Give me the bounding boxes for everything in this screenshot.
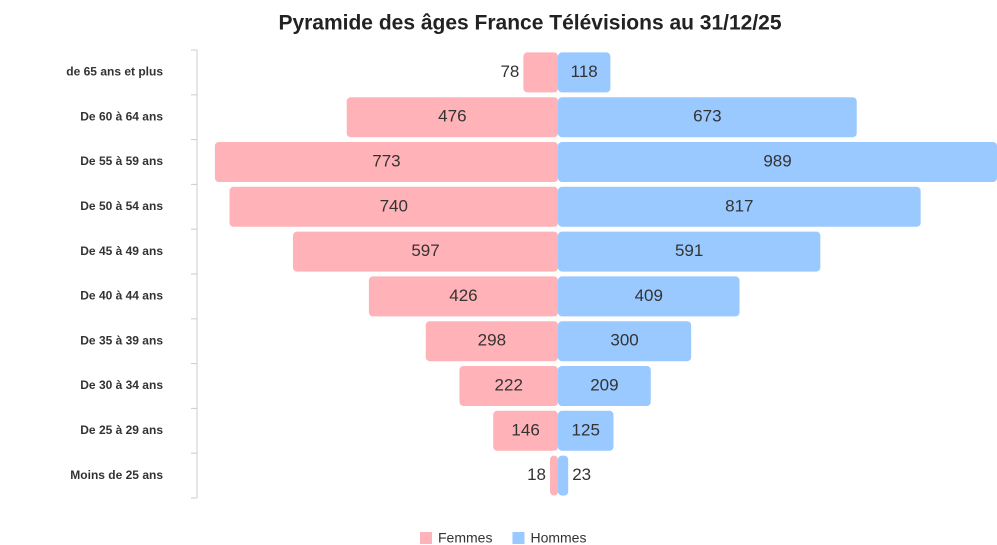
bar — [229, 186, 558, 227]
data-label: 426 — [449, 286, 477, 305]
bar — [558, 276, 740, 317]
bar — [558, 455, 569, 496]
bar — [558, 52, 611, 93]
bar — [558, 142, 997, 182]
data-label: 18 — [527, 465, 546, 484]
bar — [346, 97, 558, 138]
bar — [459, 366, 558, 406]
y-tick-label: De 55 à 59 ans — [80, 154, 163, 168]
y-tick-label: Moins de 25 ans — [70, 468, 163, 482]
data-label: 673 — [693, 107, 721, 126]
bar — [293, 231, 558, 272]
bar — [558, 366, 651, 406]
data-label: 125 — [572, 420, 600, 439]
y-tick-label: De 60 à 64 ans — [80, 109, 163, 123]
bar — [558, 231, 821, 272]
legend-label: Hommes — [530, 530, 586, 545]
data-label: 740 — [380, 196, 408, 215]
chart-title: Pyramide des âges France Télévisions au … — [278, 12, 781, 35]
data-label: 476 — [438, 107, 466, 126]
y-tick-label: De 30 à 34 ans — [80, 378, 163, 392]
y-tick-label: De 45 à 49 ans — [80, 244, 163, 258]
bar — [425, 321, 558, 362]
data-label: 409 — [635, 286, 663, 305]
y-tick-label: de 65 ans et plus — [66, 65, 163, 79]
data-label: 817 — [725, 196, 753, 215]
data-label: 78 — [500, 62, 519, 81]
data-label: 118 — [571, 62, 598, 81]
bar — [550, 455, 558, 496]
bar — [558, 410, 614, 451]
y-tick-label: De 50 à 54 ans — [80, 199, 163, 213]
bar — [558, 97, 857, 138]
data-label: 300 — [610, 331, 638, 350]
bar — [558, 321, 692, 362]
data-label: 222 — [495, 375, 523, 394]
data-label: 146 — [511, 420, 539, 439]
legend-swatch — [420, 532, 432, 544]
data-label: 597 — [411, 241, 439, 260]
data-label: 591 — [675, 241, 703, 260]
bar — [214, 142, 558, 182]
legend-swatch — [512, 532, 525, 544]
y-tick-label: De 25 à 29 ans — [80, 423, 163, 437]
bar — [523, 52, 558, 93]
bar — [558, 186, 921, 227]
data-label: 23 — [572, 465, 591, 484]
y-tick-label: De 35 à 39 ans — [80, 333, 163, 347]
bar — [493, 410, 558, 451]
bar — [368, 276, 558, 317]
data-label: 209 — [590, 375, 618, 394]
data-label: 298 — [478, 331, 506, 350]
data-label: 989 — [763, 151, 791, 170]
y-tick-label: De 40 à 44 ans — [80, 289, 163, 303]
data-label: 773 — [372, 151, 400, 170]
legend-label: Femmes — [438, 530, 492, 545]
